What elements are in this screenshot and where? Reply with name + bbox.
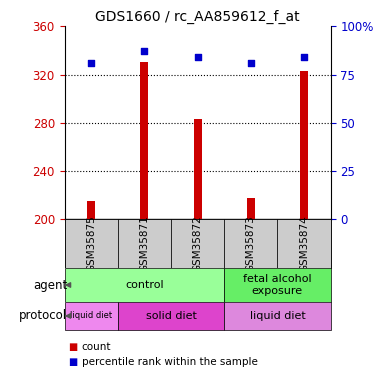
- Text: GSM35875: GSM35875: [86, 215, 96, 272]
- Bar: [118, 219, 171, 268]
- Text: agent: agent: [33, 279, 67, 291]
- Bar: [118, 302, 224, 330]
- Point: [141, 48, 147, 54]
- Point: [301, 54, 307, 60]
- Title: GDS1660 / rc_AA859612_f_at: GDS1660 / rc_AA859612_f_at: [95, 10, 300, 24]
- Bar: [141, 63, 148, 219]
- Bar: [224, 268, 331, 302]
- Text: protocol: protocol: [19, 309, 67, 322]
- Text: liquid diet: liquid diet: [70, 311, 112, 320]
- Text: ■: ■: [68, 342, 78, 352]
- Bar: [87, 201, 95, 219]
- Text: control: control: [125, 280, 164, 290]
- Point: [195, 54, 201, 60]
- Point: [248, 60, 254, 66]
- Point: [88, 60, 94, 66]
- Bar: [194, 119, 202, 219]
- Bar: [65, 302, 118, 330]
- Text: ■: ■: [68, 357, 78, 367]
- Bar: [224, 219, 277, 268]
- Bar: [300, 71, 308, 219]
- Bar: [224, 302, 331, 330]
- Bar: [171, 219, 224, 268]
- Text: GSM35874: GSM35874: [299, 215, 309, 272]
- Bar: [247, 198, 255, 219]
- Text: percentile rank within the sample: percentile rank within the sample: [82, 357, 258, 367]
- Text: fetal alcohol
exposure: fetal alcohol exposure: [243, 274, 312, 296]
- Text: GSM35873: GSM35873: [246, 215, 256, 272]
- Text: solid diet: solid diet: [146, 311, 196, 321]
- Text: GSM35872: GSM35872: [193, 215, 203, 272]
- Bar: [277, 219, 331, 268]
- Text: GSM35871: GSM35871: [139, 215, 149, 272]
- Text: count: count: [82, 342, 111, 352]
- Text: liquid diet: liquid diet: [250, 311, 305, 321]
- Bar: [65, 219, 118, 268]
- Bar: [65, 268, 224, 302]
